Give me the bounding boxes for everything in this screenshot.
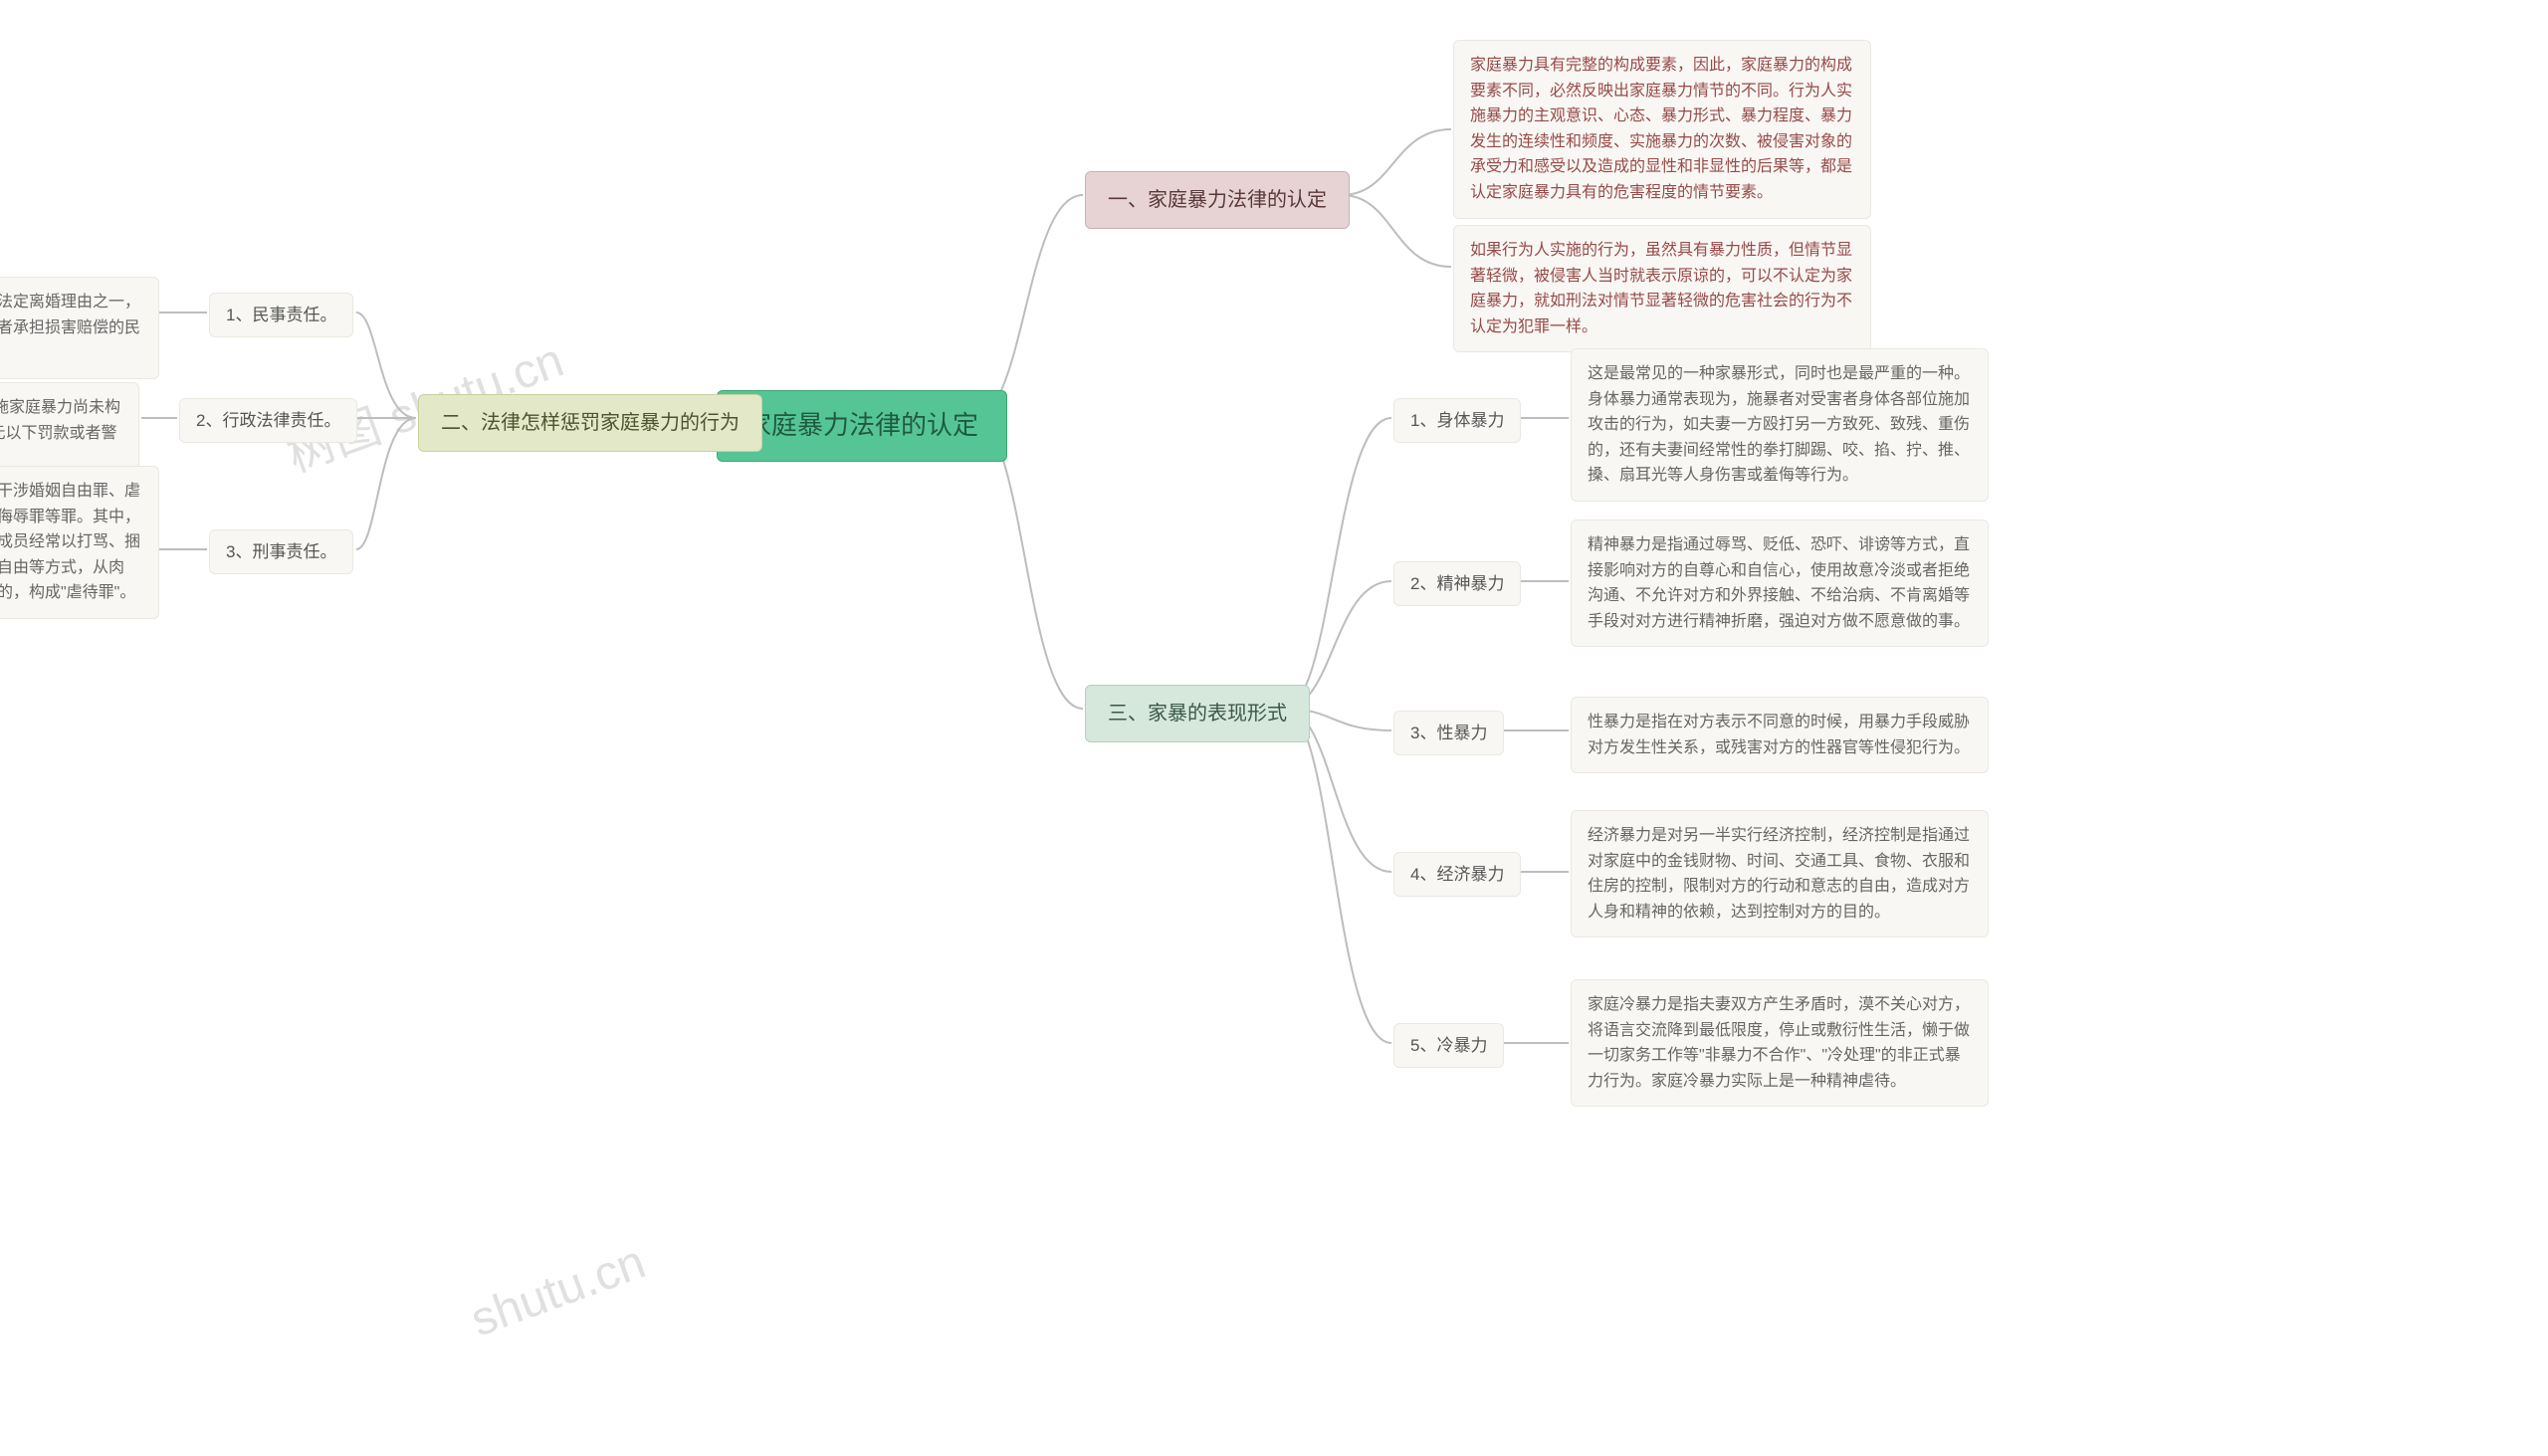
branch3-sub-5[interactable]: 5、冷暴力: [1393, 1023, 1504, 1068]
branch3-sub-4[interactable]: 4、经济暴力: [1393, 852, 1521, 897]
branch3-leaf-3: 性暴力是指在对方表示不同意的时候，用暴力手段威胁对方发生性关系，或残害对方的性器…: [1571, 697, 1989, 773]
branch3-sub-1[interactable]: 1、身体暴力: [1393, 398, 1521, 443]
branch3-leaf-4: 经济暴力是对另一半实行经济控制，经济控制是指通过对家庭中的金钱财物、时间、交通工…: [1571, 810, 1989, 937]
branch1-leaf-2: 如果行为人实施的行为，虽然具有暴力性质，但情节显著轻微，被侵害人当时就表示原谅的…: [1453, 225, 1871, 352]
branch-1[interactable]: 一、家庭暴力法律的认定: [1085, 171, 1350, 229]
branch3-leaf-5: 家庭冷暴力是指夫妻双方产生矛盾时，漠不关心对方，将语言交流降到最低限度，停止或敷…: [1571, 979, 1989, 1107]
branch1-leaf-1: 家庭暴力具有完整的构成要素，因此，家庭暴力的构成要素不同，必然反映出家庭暴力情节…: [1453, 40, 1871, 219]
branch2-leaf-3: 严重的家庭暴力会构成刑法中暴力干涉婚姻自由罪、虐待罪、故意伤害罪、故意杀人罪、侮…: [0, 466, 159, 619]
branch-3[interactable]: 三、家暴的表现形式: [1085, 685, 1310, 742]
branch2-sub-2[interactable]: 2、行政法律责任。: [179, 398, 357, 443]
branch3-sub-2[interactable]: 2、精神暴力: [1393, 561, 1521, 606]
branch3-sub-3[interactable]: 3、性暴力: [1393, 711, 1504, 755]
branch2-sub-1[interactable]: 1、民事责任。: [209, 293, 353, 337]
branch2-leaf-1: 根据新婚姻法的规定，家庭暴力是法定离婚理由之一，而且受害者可以要求家庭暴力实施者…: [0, 277, 159, 379]
branch2-sub-3[interactable]: 3、刑事责任。: [209, 529, 353, 574]
branch3-leaf-1: 这是最常见的一种家暴形式，同时也是最严重的一种。身体暴力通常表现为，施暴者对受害…: [1571, 348, 1989, 502]
branch3-leaf-2: 精神暴力是指通过辱骂、贬低、恐吓、诽谤等方式，直接影响对方的自尊心和自信心，使用…: [1571, 520, 1989, 647]
branch-2[interactable]: 二、法律怎样惩罚家庭暴力的行为: [418, 394, 762, 452]
watermark: shutu.cn: [464, 1235, 652, 1349]
